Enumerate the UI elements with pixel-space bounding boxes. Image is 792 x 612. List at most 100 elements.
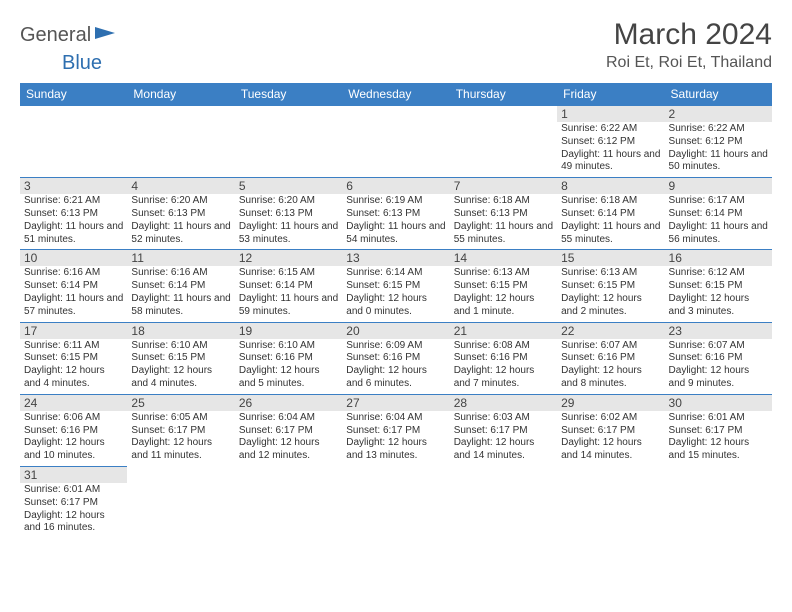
flag-icon: [95, 25, 117, 46]
calendar-header-row: Sunday Monday Tuesday Wednesday Thursday…: [20, 83, 772, 106]
calendar-cell: 27Sunrise: 6:04 AMSunset: 6:17 PMDayligh…: [342, 394, 449, 466]
title-block: March 2024 Roi Et, Roi Et, Thailand: [606, 18, 772, 72]
day-info: Sunrise: 6:02 AMSunset: 6:17 PMDaylight:…: [561, 412, 660, 463]
day-number: 1: [557, 106, 664, 122]
calendar-cell: 16Sunrise: 6:12 AMSunset: 6:15 PMDayligh…: [665, 250, 772, 322]
day-number: 21: [450, 323, 557, 339]
month-title: March 2024: [606, 18, 772, 52]
day-number: 18: [127, 323, 234, 339]
calendar-cell: 1Sunrise: 6:22 AMSunset: 6:12 PMDaylight…: [557, 106, 664, 178]
day-number: 24: [20, 395, 127, 411]
day-info: Sunrise: 6:20 AMSunset: 6:13 PMDaylight:…: [131, 195, 230, 246]
calendar-cell: 19Sunrise: 6:10 AMSunset: 6:16 PMDayligh…: [235, 322, 342, 394]
calendar-cell: 4Sunrise: 6:20 AMSunset: 6:13 PMDaylight…: [127, 178, 234, 250]
calendar-cell: [450, 106, 557, 178]
day-number: 26: [235, 395, 342, 411]
day-info: Sunrise: 6:22 AMSunset: 6:12 PMDaylight:…: [561, 123, 660, 174]
calendar-cell: 22Sunrise: 6:07 AMSunset: 6:16 PMDayligh…: [557, 322, 664, 394]
day-info: Sunrise: 6:01 AMSunset: 6:17 PMDaylight:…: [669, 412, 768, 463]
calendar-cell: 13Sunrise: 6:14 AMSunset: 6:15 PMDayligh…: [342, 250, 449, 322]
calendar-cell: 9Sunrise: 6:17 AMSunset: 6:14 PMDaylight…: [665, 178, 772, 250]
weekday-header: Friday: [557, 83, 664, 106]
day-number: 3: [20, 178, 127, 194]
header: General March 2024 Roi Et, Roi Et, Thail…: [20, 18, 772, 72]
day-info: Sunrise: 6:15 AMSunset: 6:14 PMDaylight:…: [239, 267, 338, 318]
day-number: 12: [235, 250, 342, 266]
weekday-header: Thursday: [450, 83, 557, 106]
calendar-cell: 23Sunrise: 6:07 AMSunset: 6:16 PMDayligh…: [665, 322, 772, 394]
day-number: 27: [342, 395, 449, 411]
day-info: Sunrise: 6:04 AMSunset: 6:17 PMDaylight:…: [239, 412, 338, 463]
calendar-cell: [342, 106, 449, 178]
day-info: Sunrise: 6:19 AMSunset: 6:13 PMDaylight:…: [346, 195, 445, 246]
calendar-row: 3Sunrise: 6:21 AMSunset: 6:13 PMDaylight…: [20, 178, 772, 250]
day-info: Sunrise: 6:12 AMSunset: 6:15 PMDaylight:…: [669, 267, 768, 318]
day-number: 31: [20, 467, 127, 483]
day-number: 2: [665, 106, 772, 122]
day-info: Sunrise: 6:09 AMSunset: 6:16 PMDaylight:…: [346, 340, 445, 391]
day-info: Sunrise: 6:07 AMSunset: 6:16 PMDaylight:…: [561, 340, 660, 391]
day-info: Sunrise: 6:10 AMSunset: 6:15 PMDaylight:…: [131, 340, 230, 391]
logo-text-blue: Blue: [62, 52, 122, 75]
day-number: 15: [557, 250, 664, 266]
calendar-cell: 28Sunrise: 6:03 AMSunset: 6:17 PMDayligh…: [450, 394, 557, 466]
calendar-row: 31Sunrise: 6:01 AMSunset: 6:17 PMDayligh…: [20, 466, 772, 543]
day-info: Sunrise: 6:06 AMSunset: 6:16 PMDaylight:…: [24, 412, 123, 463]
day-info: Sunrise: 6:01 AMSunset: 6:17 PMDaylight:…: [24, 484, 123, 535]
day-number: 11: [127, 250, 234, 266]
day-number: 13: [342, 250, 449, 266]
day-info: Sunrise: 6:03 AMSunset: 6:17 PMDaylight:…: [454, 412, 553, 463]
day-info: Sunrise: 6:18 AMSunset: 6:14 PMDaylight:…: [561, 195, 660, 246]
calendar-cell: [342, 466, 449, 543]
day-number: 14: [450, 250, 557, 266]
calendar-cell: 30Sunrise: 6:01 AMSunset: 6:17 PMDayligh…: [665, 394, 772, 466]
location: Roi Et, Roi Et, Thailand: [606, 54, 772, 72]
calendar-cell: [127, 106, 234, 178]
logo-text-general: General: [20, 24, 91, 47]
day-info: Sunrise: 6:13 AMSunset: 6:15 PMDaylight:…: [561, 267, 660, 318]
day-info: Sunrise: 6:16 AMSunset: 6:14 PMDaylight:…: [131, 267, 230, 318]
day-number: 19: [235, 323, 342, 339]
day-number: 5: [235, 178, 342, 194]
day-number: 4: [127, 178, 234, 194]
calendar-cell: 5Sunrise: 6:20 AMSunset: 6:13 PMDaylight…: [235, 178, 342, 250]
day-number: 10: [20, 250, 127, 266]
calendar-cell: [235, 466, 342, 543]
weekday-header: Sunday: [20, 83, 127, 106]
calendar-cell: 18Sunrise: 6:10 AMSunset: 6:15 PMDayligh…: [127, 322, 234, 394]
day-info: Sunrise: 6:21 AMSunset: 6:13 PMDaylight:…: [24, 195, 123, 246]
calendar-cell: 14Sunrise: 6:13 AMSunset: 6:15 PMDayligh…: [450, 250, 557, 322]
day-info: Sunrise: 6:16 AMSunset: 6:14 PMDaylight:…: [24, 267, 123, 318]
calendar-cell: [20, 106, 127, 178]
day-number: 25: [127, 395, 234, 411]
day-number: 7: [450, 178, 557, 194]
calendar-cell: [665, 466, 772, 543]
day-info: Sunrise: 6:13 AMSunset: 6:15 PMDaylight:…: [454, 267, 553, 318]
day-number: 28: [450, 395, 557, 411]
day-info: Sunrise: 6:14 AMSunset: 6:15 PMDaylight:…: [346, 267, 445, 318]
day-number: 22: [557, 323, 664, 339]
day-info: Sunrise: 6:18 AMSunset: 6:13 PMDaylight:…: [454, 195, 553, 246]
day-number: 20: [342, 323, 449, 339]
calendar-cell: [557, 466, 664, 543]
calendar-cell: 10Sunrise: 6:16 AMSunset: 6:14 PMDayligh…: [20, 250, 127, 322]
calendar-row: 10Sunrise: 6:16 AMSunset: 6:14 PMDayligh…: [20, 250, 772, 322]
calendar-cell: 8Sunrise: 6:18 AMSunset: 6:14 PMDaylight…: [557, 178, 664, 250]
calendar-cell: 29Sunrise: 6:02 AMSunset: 6:17 PMDayligh…: [557, 394, 664, 466]
day-info: Sunrise: 6:07 AMSunset: 6:16 PMDaylight:…: [669, 340, 768, 391]
day-number: 16: [665, 250, 772, 266]
calendar-cell: 25Sunrise: 6:05 AMSunset: 6:17 PMDayligh…: [127, 394, 234, 466]
calendar-row: 24Sunrise: 6:06 AMSunset: 6:16 PMDayligh…: [20, 394, 772, 466]
day-number: 23: [665, 323, 772, 339]
weekday-header: Tuesday: [235, 83, 342, 106]
day-number: 9: [665, 178, 772, 194]
calendar-cell: [127, 466, 234, 543]
calendar-body: 1Sunrise: 6:22 AMSunset: 6:12 PMDaylight…: [20, 106, 772, 544]
day-info: Sunrise: 6:05 AMSunset: 6:17 PMDaylight:…: [131, 412, 230, 463]
calendar-cell: 7Sunrise: 6:18 AMSunset: 6:13 PMDaylight…: [450, 178, 557, 250]
logo: General: [20, 24, 119, 47]
calendar-cell: 2Sunrise: 6:22 AMSunset: 6:12 PMDaylight…: [665, 106, 772, 178]
day-info: Sunrise: 6:11 AMSunset: 6:15 PMDaylight:…: [24, 340, 123, 391]
day-info: Sunrise: 6:17 AMSunset: 6:14 PMDaylight:…: [669, 195, 768, 246]
calendar-cell: 12Sunrise: 6:15 AMSunset: 6:14 PMDayligh…: [235, 250, 342, 322]
